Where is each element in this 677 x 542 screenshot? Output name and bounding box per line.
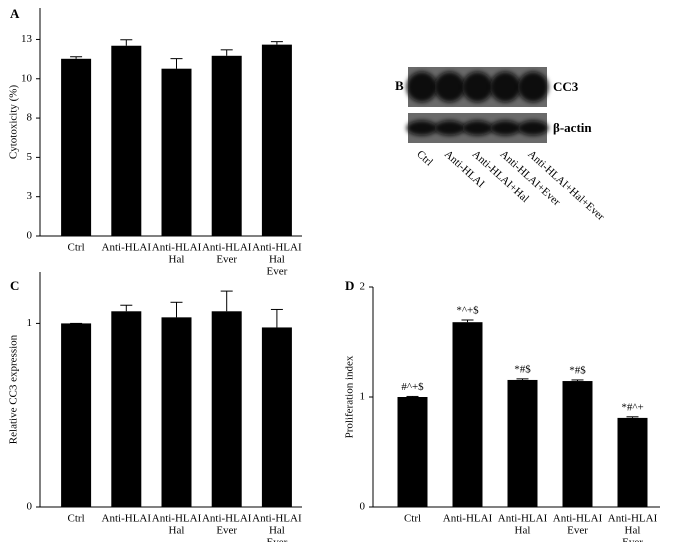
x-tick-label: Hal [169,525,185,537]
x-tick-label: Ever [267,537,288,542]
bar [562,381,593,507]
panel-label: D [345,278,354,293]
y-tick-label: 0 [360,501,366,513]
bar [261,44,292,237]
bar-annotation: #^+$ [401,381,424,393]
bar [452,322,483,507]
blot-band [490,71,521,103]
blot-band [462,71,493,103]
y-tick-label: 2 [360,281,366,293]
y-tick-label: 8 [27,112,33,124]
bar [211,55,242,237]
x-tick-label: Anti-HLAI [252,242,302,254]
bar [211,311,242,507]
x-tick-label: Anti-HLAI [102,242,152,254]
bar [161,317,192,507]
y-axis-label: Proliferation index [344,355,356,438]
bar-annotation: *#$ [514,363,531,375]
bar [61,58,92,236]
x-tick-label: Ctrl [68,513,85,525]
x-tick-label: Ever [622,537,643,542]
error-bar [406,395,419,397]
error-bar [120,304,133,312]
y-tick-label: 3 [27,190,33,202]
error-bar [461,319,474,323]
error-bar [170,58,183,69]
x-tick-label: Anti-HLAI [252,513,302,525]
y-tick-label: 1 [27,317,33,329]
blot-band [490,120,521,136]
x-tick-label: Ever [216,525,237,537]
bar [161,68,192,236]
x-tick-label: Ever [267,266,288,278]
x-tick-label: Ever [216,254,237,266]
x-tick-label: Hal [169,254,185,266]
x-tick-label: Ever [567,525,588,537]
bar [111,311,142,507]
blot-band [406,71,438,103]
bar-annotation: *#$ [569,364,586,376]
x-tick-label: Hal [625,525,641,537]
blot-band [434,120,465,136]
x-tick-label: Anti-HLAI [202,242,252,254]
bar [507,379,538,507]
bar [261,327,292,507]
y-tick-label: 0 [27,501,33,513]
x-tick-label: Anti-HLAI [553,513,603,525]
error-bar [516,378,529,380]
error-bar [270,308,283,328]
bar-annotation: *^+$ [456,305,479,317]
error-bar [70,56,83,59]
x-tick-label: Anti-HLAI [102,513,152,525]
blot-band [406,120,438,136]
bar [61,323,92,507]
error-bar [571,379,584,382]
panel-label: C [10,278,19,293]
y-tick-label: 1 [360,391,366,403]
error-bar [120,39,133,46]
y-axis-label: Cytotoxicity (%) [8,85,20,160]
y-axis-label: Relative CC3 expression [8,334,20,444]
x-tick-label: Anti-HLAI [498,513,548,525]
y-tick-label: 13 [21,33,33,45]
bar [111,45,142,236]
lane-label: Ctrl [414,148,435,168]
x-tick-label: Anti-HLAI [202,513,252,525]
x-tick-label: Anti-HLAI [152,242,202,254]
y-tick-label: 5 [27,151,33,163]
x-tick-label: Ctrl [404,513,421,525]
panel-label: B [395,78,404,93]
y-tick-label: 10 [21,72,33,84]
blot-band [517,71,549,103]
y-tick-label: 0 [27,230,33,242]
x-tick-label: Hal [269,525,285,537]
blot-band [517,120,549,136]
error-bar [270,41,283,45]
x-tick-label: Anti-HLAI [608,513,658,525]
x-tick-label: Anti-HLAI [152,513,202,525]
band-label: β-actin [553,120,592,135]
panel-label: A [10,6,20,21]
error-bar [220,49,233,56]
band-label: CC3 [553,79,579,94]
x-tick-label: Hal [515,525,531,537]
bar [617,417,648,507]
error-bar [220,290,233,312]
error-bar [170,301,183,318]
x-tick-label: Anti-HLAI [443,513,493,525]
bar-annotation: *#^+ [621,401,643,413]
error-bar [626,416,639,418]
blot-band [434,71,465,103]
x-tick-label: Ctrl [68,242,85,254]
bar [397,397,428,507]
x-tick-label: Hal [269,254,285,266]
blot-band [462,120,493,136]
